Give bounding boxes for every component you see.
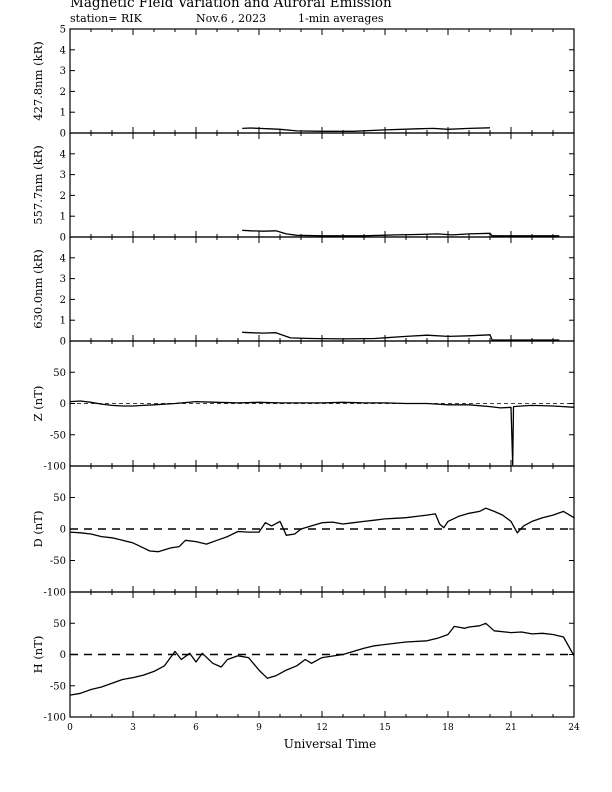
xtick-label-6: 18 bbox=[442, 723, 454, 733]
xtick-label-5: 15 bbox=[379, 723, 391, 733]
panel-2-series-1 bbox=[242, 229, 560, 237]
panel-1-series-1 bbox=[242, 127, 491, 132]
panel-5-ytick-label-0: -100 bbox=[44, 588, 66, 599]
chart-title: Magnetic Field Variation and Auroral Emi… bbox=[70, 0, 392, 11]
panel-3-ytick-label-3: 3 bbox=[60, 274, 66, 285]
panel-4-ytick-label-3: 50 bbox=[53, 368, 66, 379]
panel-3-ytick-label-0: 0 bbox=[60, 337, 66, 348]
panel-3-ylabel: 630.0nm (kR) bbox=[31, 249, 45, 329]
panel-2-ytick-label-1: 1 bbox=[60, 212, 66, 223]
panel-2-ytick-label-4: 4 bbox=[60, 149, 66, 160]
panel-4-ytick-label-0: -100 bbox=[44, 462, 66, 473]
panel-6-ytick-label-2: 0 bbox=[60, 650, 66, 661]
panel-2-ytick-label-3: 3 bbox=[60, 170, 66, 181]
panel-1-ytick-label-0: 0 bbox=[60, 129, 66, 140]
panel-2-frame bbox=[69, 132, 575, 238]
panel-5-series-1 bbox=[69, 507, 575, 553]
panel-3-series-1 bbox=[242, 331, 560, 341]
panel-5-ytick-label-2: 0 bbox=[60, 525, 66, 536]
panel-6-ytick-label-0: -100 bbox=[44, 713, 66, 724]
panel-4-ytick-label-2: 0 bbox=[60, 399, 66, 410]
xtick-label-0: 0 bbox=[67, 723, 73, 733]
panel-4-ylabel: Z (nT) bbox=[31, 386, 45, 422]
date-label: Nov.6 , 2023 bbox=[196, 12, 267, 25]
averaging-label: 1-min averages bbox=[298, 12, 384, 25]
station-label: station= RIK bbox=[70, 12, 142, 25]
xtick-label-2: 6 bbox=[193, 723, 199, 733]
xtick-label-8: 24 bbox=[568, 723, 580, 733]
xtick-label-3: 9 bbox=[256, 723, 262, 733]
panel-1-ytick-label-2: 2 bbox=[60, 87, 66, 98]
panel-1-frame bbox=[69, 28, 575, 134]
panel-3-ytick-label-4: 4 bbox=[60, 253, 66, 264]
panel-6-ylabel: H (nT) bbox=[31, 636, 45, 674]
panel-1-ytick-label-3: 3 bbox=[60, 66, 66, 77]
panel-4-series-1 bbox=[69, 400, 575, 466]
panel-4-ytick-label-1: -50 bbox=[50, 430, 66, 441]
xtick-label-1: 3 bbox=[130, 723, 136, 733]
panel-1-ytick-label-1: 1 bbox=[60, 108, 66, 119]
panel-6-ytick-label-3: 50 bbox=[53, 619, 66, 630]
panel-6-series-1 bbox=[69, 622, 575, 696]
panel-3-ytick-label-2: 2 bbox=[60, 295, 66, 306]
xtick-label-4: 12 bbox=[316, 723, 327, 733]
panel-6-ytick-label-1: -50 bbox=[50, 681, 66, 692]
panel-3-frame bbox=[69, 236, 575, 342]
panel-3-ytick-label-1: 1 bbox=[60, 316, 66, 327]
x-axis-label: Universal Time bbox=[283, 737, 377, 751]
panel-1-ytick-label-5: 5 bbox=[60, 25, 66, 36]
panel-5-ytick-label-3: 50 bbox=[53, 493, 66, 504]
panel-1-ylabel: 427.8nm (kR) bbox=[31, 41, 45, 121]
panel-2-ytick-label-0: 0 bbox=[60, 233, 66, 244]
panel-2-ytick-label-2: 2 bbox=[60, 191, 66, 202]
panel-5-ytick-label-1: -50 bbox=[50, 556, 66, 567]
panel-2-ylabel: 557.7nm (kR) bbox=[31, 145, 45, 225]
panel-5-ylabel: D (nT) bbox=[31, 511, 45, 548]
xtick-label-7: 21 bbox=[505, 723, 516, 733]
panel-1-ytick-label-4: 4 bbox=[60, 45, 66, 56]
